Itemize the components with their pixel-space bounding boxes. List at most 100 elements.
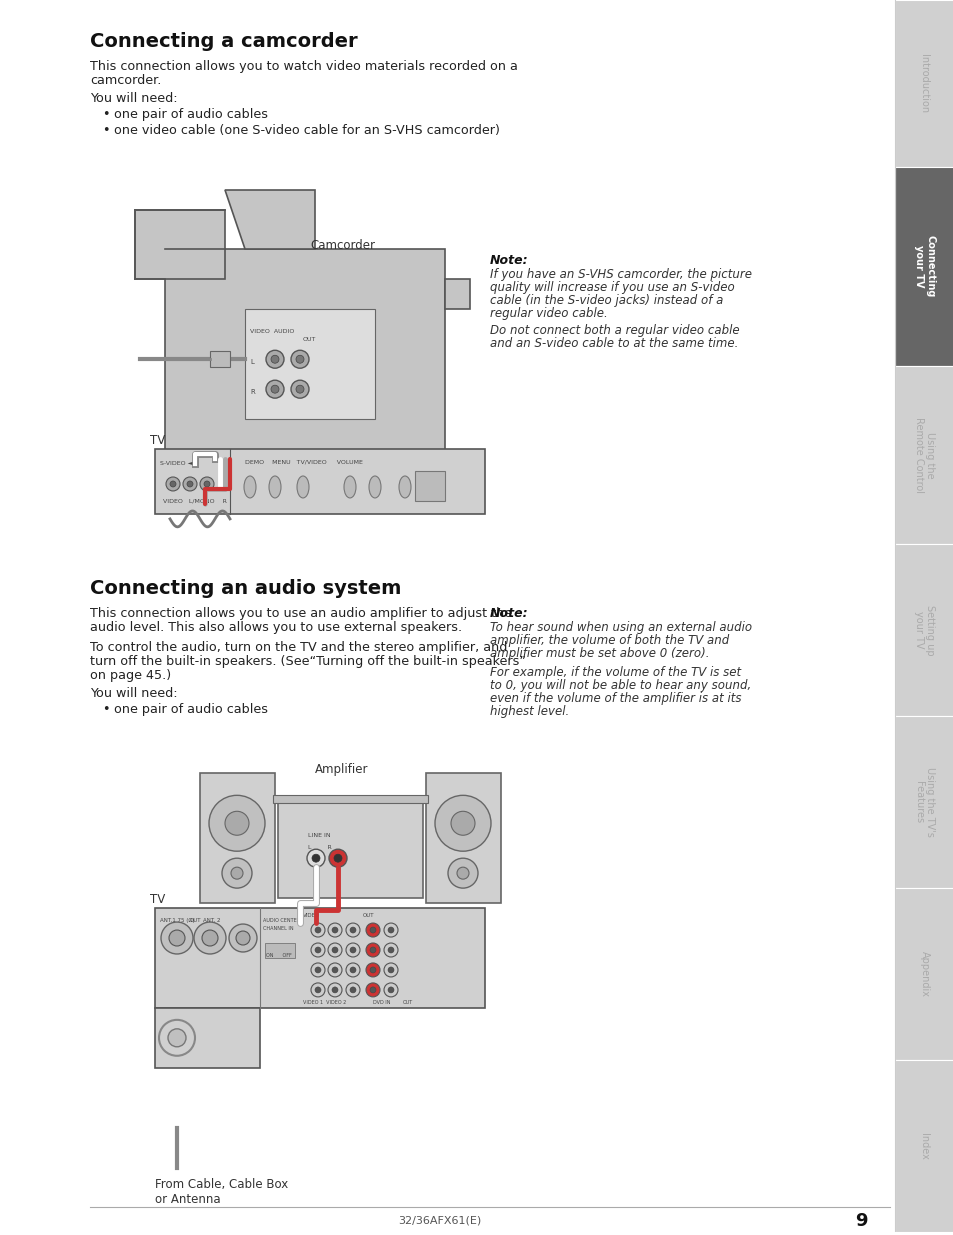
Circle shape — [350, 987, 355, 993]
Circle shape — [328, 923, 341, 937]
Text: one pair of audio cables: one pair of audio cables — [113, 703, 268, 715]
Polygon shape — [444, 279, 470, 309]
Circle shape — [183, 477, 196, 492]
Circle shape — [271, 385, 278, 393]
Ellipse shape — [369, 475, 380, 498]
Text: TV: TV — [150, 433, 165, 447]
Text: L: L — [250, 359, 253, 366]
Circle shape — [314, 947, 320, 953]
Ellipse shape — [344, 475, 355, 498]
Circle shape — [169, 930, 185, 946]
Circle shape — [204, 480, 210, 487]
Text: Connecting an audio system: Connecting an audio system — [90, 579, 401, 598]
Bar — [154, 1008, 260, 1068]
Text: amplifier, the volume of both the TV and: amplifier, the volume of both the TV and — [490, 634, 728, 647]
Bar — [894, 716, 953, 888]
Circle shape — [231, 867, 243, 879]
Text: even if the volume of the amplifier is at its: even if the volume of the amplifier is a… — [490, 692, 740, 704]
Text: CHANNEL IN: CHANNEL IN — [263, 926, 294, 931]
Text: Connecting
your TV: Connecting your TV — [913, 236, 934, 298]
Text: This connection allows you to watch video materials recorded on a: This connection allows you to watch vide… — [90, 59, 517, 73]
Text: highest level.: highest level. — [490, 704, 569, 718]
Text: You will need:: You will need: — [90, 91, 177, 105]
Circle shape — [332, 967, 337, 973]
Circle shape — [311, 963, 325, 977]
Circle shape — [311, 983, 325, 997]
Text: You will need:: You will need: — [90, 687, 177, 699]
Text: amplifier must be set above 0 (zero).: amplifier must be set above 0 (zero). — [490, 647, 709, 659]
Circle shape — [388, 987, 394, 993]
Circle shape — [388, 927, 394, 932]
Circle shape — [229, 924, 256, 952]
Bar — [265, 944, 294, 958]
Text: DEMO    MENU   TV/VIDEO     VOLUME: DEMO MENU TV/VIDEO VOLUME — [245, 459, 362, 464]
Text: Appendix: Appendix — [919, 951, 928, 997]
Text: Using the TV's
Features: Using the TV's Features — [913, 767, 934, 837]
Bar — [165, 249, 444, 459]
Circle shape — [346, 983, 359, 997]
Text: OUT: OUT — [402, 1000, 413, 1005]
Circle shape — [295, 356, 304, 363]
Circle shape — [329, 850, 347, 867]
Circle shape — [346, 963, 359, 977]
Circle shape — [170, 480, 175, 487]
Text: quality will increase if you use an S-video: quality will increase if you use an S-vi… — [490, 282, 734, 294]
Bar — [200, 773, 274, 903]
Text: Camcorder: Camcorder — [310, 240, 375, 252]
Ellipse shape — [296, 475, 309, 498]
Text: one pair of audio cables: one pair of audio cables — [113, 107, 268, 121]
Circle shape — [384, 983, 397, 997]
Text: one video cable (one S-video cable for an S-VHS camcorder): one video cable (one S-video cable for a… — [113, 124, 499, 137]
Text: DVD IN: DVD IN — [373, 1000, 390, 1005]
Circle shape — [388, 947, 394, 953]
Circle shape — [366, 944, 379, 957]
Text: For example, if the volume of the TV is set: For example, if the volume of the TV is … — [490, 666, 740, 678]
Text: ON      OFF: ON OFF — [266, 953, 292, 958]
Circle shape — [370, 967, 375, 973]
Text: VIDEO   L/MONO    R: VIDEO L/MONO R — [163, 499, 227, 504]
Circle shape — [384, 923, 397, 937]
Circle shape — [235, 931, 250, 945]
Text: AUDIO CENTER: AUDIO CENTER — [263, 918, 300, 923]
Text: •: • — [102, 107, 110, 121]
Circle shape — [166, 477, 180, 492]
Text: Index: Index — [919, 1132, 928, 1160]
Circle shape — [291, 351, 309, 368]
Circle shape — [328, 944, 341, 957]
Circle shape — [366, 983, 379, 997]
Circle shape — [225, 811, 249, 835]
Ellipse shape — [269, 475, 281, 498]
Text: To hear sound when using an external audio: To hear sound when using an external aud… — [490, 621, 751, 634]
Circle shape — [311, 923, 325, 937]
Text: R: R — [250, 389, 254, 395]
Text: To control the audio, turn on the TV and the stereo amplifier, and: To control the audio, turn on the TV and… — [90, 641, 507, 653]
Text: turn off the built-in speakers. (See“Turning off the built-in speakers”: turn off the built-in speakers. (See“Tur… — [90, 655, 525, 668]
Bar — [894, 888, 953, 1061]
Circle shape — [202, 930, 218, 946]
Circle shape — [435, 795, 491, 851]
Circle shape — [346, 923, 359, 937]
Circle shape — [266, 380, 284, 398]
Text: L        R: L R — [308, 845, 332, 850]
Circle shape — [370, 987, 375, 993]
Text: LINE IN: LINE IN — [308, 834, 331, 839]
Circle shape — [295, 385, 304, 393]
Circle shape — [332, 947, 337, 953]
Text: TV: TV — [150, 893, 165, 906]
Circle shape — [366, 963, 379, 977]
Text: OUT: OUT — [363, 913, 375, 918]
Circle shape — [314, 987, 320, 993]
Circle shape — [350, 967, 355, 973]
Text: regular video cable.: regular video cable. — [490, 308, 607, 320]
Text: •: • — [102, 124, 110, 137]
Bar — [894, 545, 953, 716]
Circle shape — [271, 356, 278, 363]
Circle shape — [222, 858, 252, 888]
Circle shape — [314, 927, 320, 932]
Text: VIDEO  AUDIO: VIDEO AUDIO — [250, 330, 294, 335]
Text: on page 45.): on page 45.) — [90, 668, 171, 682]
Circle shape — [370, 927, 375, 932]
Bar — [154, 908, 484, 1008]
Text: ANT. 2: ANT. 2 — [203, 918, 220, 923]
Circle shape — [168, 1029, 186, 1047]
